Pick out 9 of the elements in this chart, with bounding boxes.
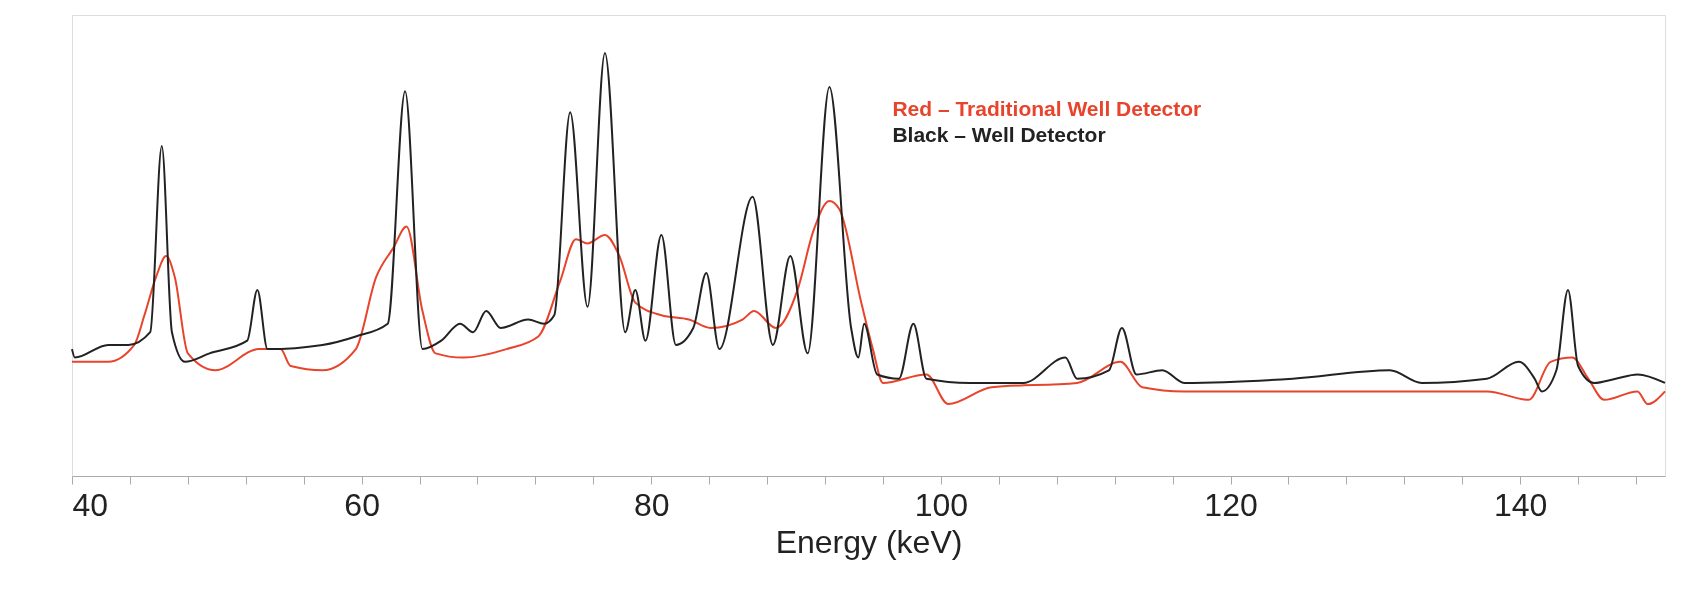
- x-tick-label: 40: [72, 486, 109, 523]
- x-tick-label: 60: [344, 486, 380, 523]
- x-tick-label: 100: [914, 486, 969, 523]
- x-axis-title: Energy (keV): [775, 523, 963, 560]
- x-tick-label: 80: [633, 486, 670, 523]
- text: Red – Traditional Well Detector: [892, 97, 1202, 120]
- x-tick-label: 140: [1493, 486, 1548, 523]
- text: Black – Well Detector: [892, 123, 1106, 146]
- x-tick-label: 120: [1204, 486, 1258, 523]
